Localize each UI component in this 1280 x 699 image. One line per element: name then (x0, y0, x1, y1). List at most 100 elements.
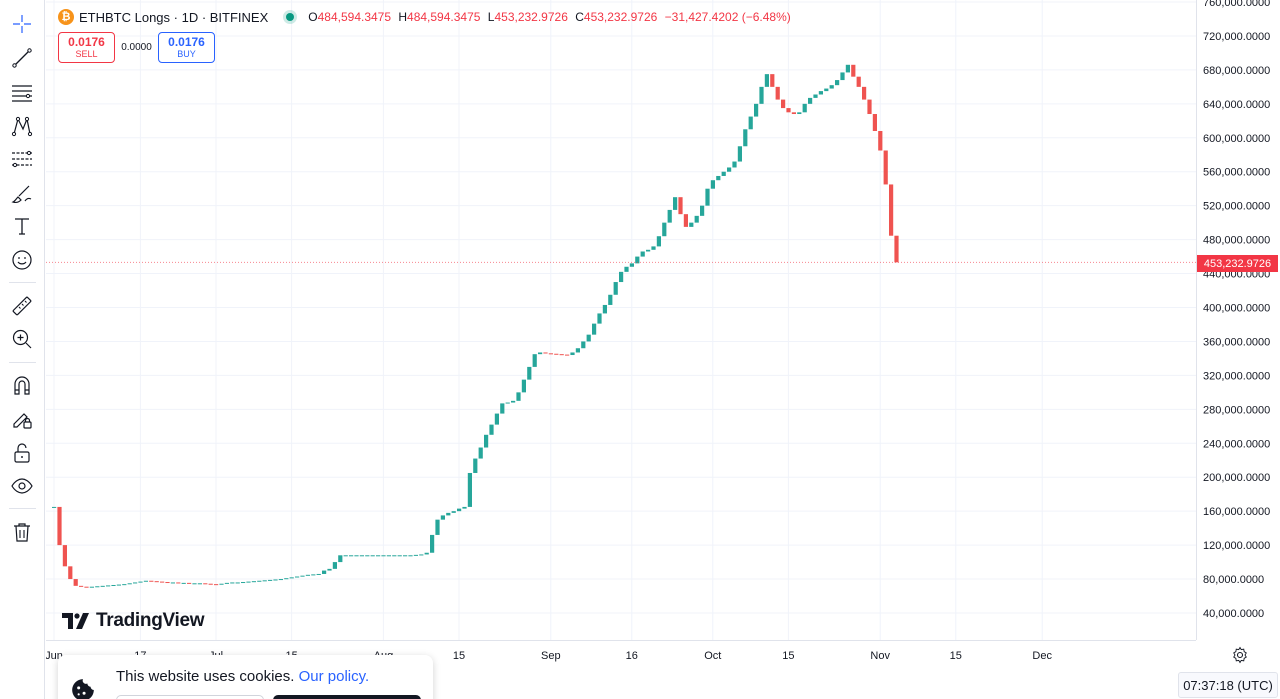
candle (68, 566, 73, 580)
chart-pane[interactable] (46, 0, 1196, 640)
settings-gear-icon[interactable] (1230, 645, 1250, 665)
candle (79, 585, 84, 587)
cookie-policy-link[interactable]: Our policy. (298, 668, 370, 685)
candle (527, 366, 532, 380)
candle (602, 304, 607, 314)
candle (484, 434, 489, 448)
candle (548, 353, 553, 355)
drawing-toolbar (0, 0, 45, 699)
sell-button[interactable]: 0.0176 SELL (58, 32, 115, 63)
candle (808, 97, 813, 104)
candle (646, 249, 651, 252)
candle (219, 583, 224, 585)
fib-icon[interactable] (6, 145, 38, 173)
cookie-manage-button[interactable] (116, 695, 264, 699)
candle (743, 129, 748, 147)
price-tick-label: 360,000.0000 (1203, 336, 1270, 348)
candle (457, 508, 462, 512)
tradingview-logo[interactable]: TradingView (62, 610, 205, 632)
unlock-icon[interactable] (6, 439, 38, 467)
candle (554, 353, 559, 355)
candle (727, 167, 732, 172)
emoji-icon[interactable] (6, 246, 38, 274)
candle (284, 578, 289, 580)
ohlc-values: O484,594.3475 H484,594.3475 L453,232.972… (308, 10, 794, 24)
candle (781, 99, 786, 109)
candle (446, 512, 451, 516)
candle (376, 555, 381, 557)
crosshair-icon[interactable] (6, 10, 38, 38)
candle (473, 458, 478, 473)
time-tick-label: Sep (541, 650, 561, 662)
candle (721, 171, 726, 176)
price-axis[interactable]: 40,000.0000 80,000.0000 120,000.0000 160,00… (1196, 0, 1280, 640)
candle (338, 555, 343, 563)
candle (640, 251, 645, 257)
candle (840, 72, 845, 81)
utc-clock[interactable]: 07:37:18 (UTC) (1178, 672, 1278, 698)
candle (894, 235, 899, 263)
magnet-icon[interactable] (6, 371, 38, 399)
candle (165, 582, 170, 584)
trash-icon[interactable] (6, 518, 38, 546)
change-value: −31,427.4202 (−6.48%) (664, 10, 791, 24)
open-label: O (308, 10, 318, 24)
candle (835, 80, 840, 86)
buy-button[interactable]: 0.0176 BUY (158, 32, 215, 63)
candle (208, 583, 213, 585)
zoom-in-icon[interactable] (6, 325, 38, 353)
candle (100, 585, 105, 587)
candle (570, 352, 575, 356)
candle (116, 584, 121, 586)
candle (516, 392, 521, 401)
lock-draw-icon[interactable] (6, 405, 38, 433)
candle (273, 579, 278, 581)
candle (424, 552, 429, 555)
price-tick-label: 480,000.0000 (1203, 235, 1270, 247)
candle (581, 341, 586, 349)
candle (84, 586, 89, 588)
brush-icon[interactable] (6, 180, 38, 208)
candle (262, 580, 267, 582)
candle (160, 581, 165, 583)
market-status-dot (286, 13, 295, 21)
price-axis-labels: 40,000.0000 80,000.0000 120,000.0000 160,00… (1203, 0, 1270, 620)
candle (629, 263, 634, 267)
sell-price: 0.0176 (68, 35, 105, 49)
candle (511, 400, 516, 403)
price-tick-label: 200,000.0000 (1203, 472, 1270, 484)
price-tick-label: 720,000.0000 (1203, 31, 1270, 43)
candle (305, 574, 310, 576)
candle (133, 582, 138, 584)
candle (311, 574, 316, 576)
price-tick-label: 320,000.0000 (1203, 370, 1270, 382)
symbol-title[interactable]: ETHBTC Longs · 1D · BITFINEX (79, 9, 269, 25)
candle (73, 579, 78, 586)
text-icon[interactable] (6, 212, 38, 240)
price-tick-label: 280,000.0000 (1203, 404, 1270, 416)
pattern-icon[interactable] (6, 112, 38, 140)
candle (122, 584, 127, 586)
trend-line-icon[interactable] (6, 44, 38, 72)
candle (397, 555, 402, 557)
candle (143, 580, 148, 582)
candle (651, 246, 656, 250)
buy-price: 0.0176 (168, 35, 205, 49)
candle (543, 352, 548, 354)
horizontal-lines-icon[interactable] (6, 78, 38, 106)
candle (683, 214, 688, 227)
toolbar-divider (9, 282, 36, 283)
candle (268, 579, 273, 581)
candle (354, 555, 359, 557)
candle (430, 534, 435, 553)
candle (538, 352, 543, 355)
candle (770, 74, 775, 87)
candle (278, 579, 283, 581)
candle (889, 184, 894, 236)
ruler-icon[interactable] (6, 292, 38, 320)
candle (521, 379, 526, 393)
low-value: 453,232.9726 (494, 10, 568, 24)
cookie-accept-button[interactable] (273, 695, 421, 699)
eye-icon[interactable] (6, 472, 38, 500)
candle (851, 64, 856, 77)
